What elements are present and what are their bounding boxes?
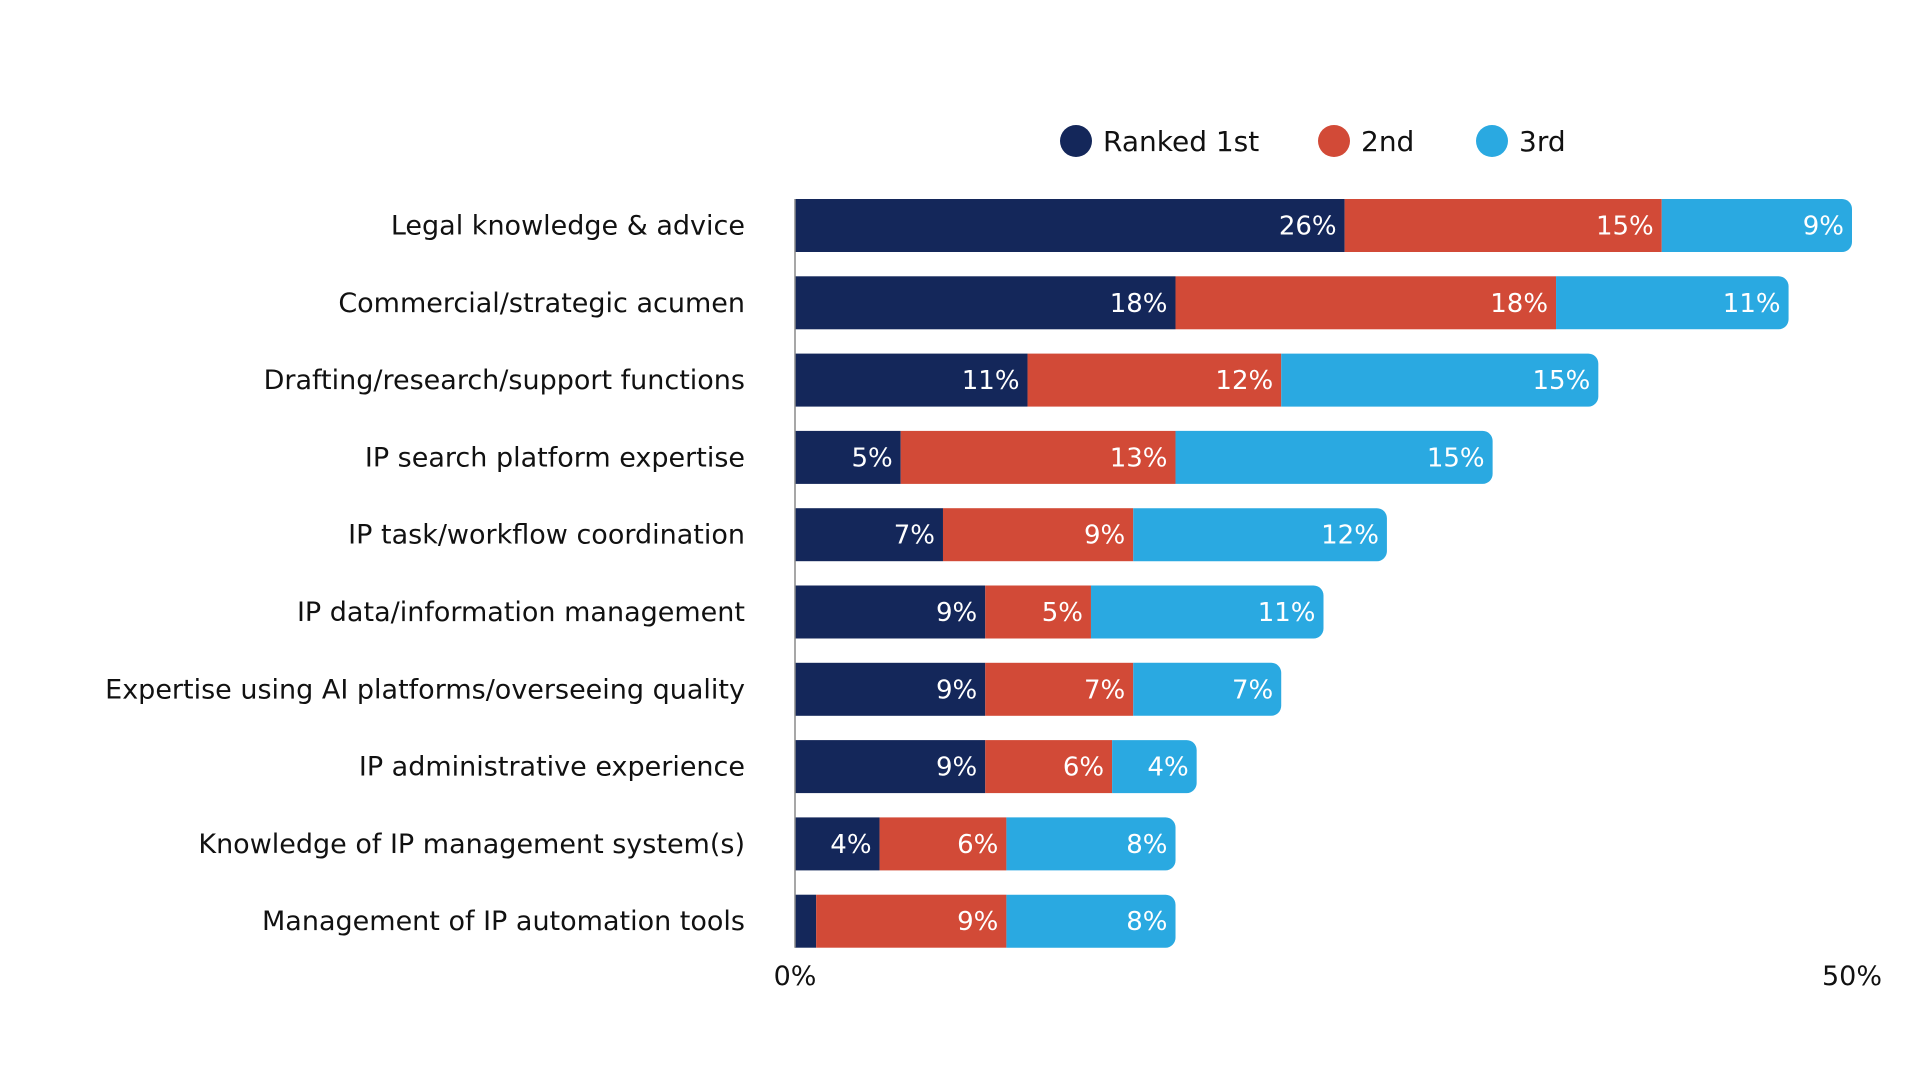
bar-ranked-1st-1: [795, 276, 1176, 330]
bar-2nd-0: [1344, 199, 1662, 252]
bar-ranked-1st-5: [795, 585, 986, 639]
bar-ranked-1st-8: [795, 817, 880, 871]
bar-2nd-8: [879, 817, 1007, 871]
x-axis-ticks: 0% 50%: [774, 961, 1882, 992]
value-label-2nd-8: 6%: [957, 830, 998, 860]
bar-3rd-3: [1175, 430, 1493, 484]
bar-2nd-3: [900, 430, 1176, 484]
category-labels: Legal knowledge & advice Commercial/strat…: [105, 211, 745, 938]
category-label-commercial-strategic-acumen: Commercial/strategic acumen: [338, 288, 745, 319]
category-label-legal-knowledge-advice: Legal knowledge & advice: [391, 211, 745, 242]
bar-ranked-1st-7: [795, 740, 986, 794]
legend-swatch-ranked-1st: [1060, 125, 1092, 157]
legend-swatch-2nd: [1318, 125, 1350, 157]
bar-ranked-1st-9: [795, 894, 817, 948]
legend-label-2nd: 2nd: [1361, 125, 1414, 158]
bar-2nd-5: [985, 585, 1091, 639]
value-label-3rd-4: 12%: [1321, 521, 1379, 551]
bar-3rd-0: [1661, 199, 1852, 252]
value-label-ranked-1st-5: 9%: [936, 598, 977, 628]
bar-2nd-6: [985, 662, 1134, 716]
value-label-ranked-1st-4: 7%: [894, 521, 935, 551]
value-label-2nd-6: 7%: [1084, 675, 1125, 705]
bar-2nd-1: [1175, 276, 1557, 330]
bar-ranked-1st-4: [795, 508, 943, 562]
bar-3rd-2: [1281, 353, 1599, 407]
value-label-ranked-1st-0: 26%: [1279, 212, 1337, 242]
value-label-ranked-1st-6: 9%: [936, 675, 977, 705]
value-label-ranked-1st-8: 4%: [830, 830, 871, 860]
category-label-knowledge-of-ip-management-system-s: Knowledge of IP management system(s): [198, 829, 745, 860]
value-label-2nd-2: 12%: [1215, 366, 1273, 396]
category-label-ip-administrative-experience: IP administrative experience: [359, 752, 745, 783]
category-label-ip-task-workflow-coordination: IP task/workflow coordination: [348, 520, 745, 551]
value-label-ranked-1st-1: 18%: [1110, 289, 1168, 319]
value-label-3rd-6: 7%: [1232, 675, 1273, 705]
bar-3rd-7: [1112, 740, 1197, 794]
bar-2nd-9: [816, 894, 1007, 948]
bar-3rd-4: [1133, 508, 1387, 562]
value-label-ranked-1st-3: 5%: [851, 443, 892, 473]
bar-3rd-1: [1556, 276, 1789, 330]
bar-2nd-2: [1027, 353, 1282, 407]
value-label-3rd-8: 8%: [1126, 830, 1167, 860]
x-tick-label-0: 0%: [774, 961, 817, 992]
bar-ranked-1st-0: [795, 199, 1345, 252]
value-label-ranked-1st-7: 9%: [936, 753, 977, 783]
bar-3rd-5: [1090, 585, 1324, 639]
legend-label-ranked-1st: Ranked 1st: [1103, 125, 1259, 158]
x-tick-label-1: 50%: [1822, 961, 1882, 992]
bar-ranked-1st-3: [795, 430, 901, 484]
value-label-3rd-7: 4%: [1147, 753, 1188, 783]
value-label-2nd-4: 9%: [1084, 521, 1125, 551]
value-label-3rd-2: 15%: [1533, 366, 1591, 396]
bar-2nd-4: [942, 508, 1134, 562]
legend: Ranked 1st 2nd 3rd: [1060, 125, 1566, 158]
value-label-2nd-1: 18%: [1490, 289, 1548, 319]
value-label-2nd-0: 15%: [1596, 212, 1654, 242]
bar-ranked-1st-2: [795, 353, 1028, 407]
bar-ranked-1st-6: [795, 662, 986, 716]
value-label-2nd-3: 13%: [1110, 443, 1168, 473]
bars: 26% 15% 9% 18% 18% 11% 11% 12% 15% 5% 13% 15% 7% 9% 12…: [795, 199, 1852, 948]
value-label-3rd-3: 15%: [1427, 443, 1485, 473]
value-label-3rd-9: 8%: [1126, 907, 1167, 937]
bar-2nd-7: [985, 740, 1113, 794]
category-label-drafting-research-support-functions: Drafting/research/support functions: [264, 365, 745, 396]
value-label-ranked-1st-2: 11%: [962, 366, 1020, 396]
legend-swatch-3rd: [1476, 125, 1508, 157]
bar-3rd-6: [1133, 662, 1282, 716]
value-label-2nd-7: 6%: [1063, 753, 1104, 783]
bar-3rd-9: [1006, 894, 1176, 948]
value-label-2nd-9: 9%: [957, 907, 998, 937]
value-label-2nd-5: 5%: [1042, 598, 1083, 628]
value-label-3rd-1: 11%: [1723, 289, 1781, 319]
value-label-3rd-0: 9%: [1803, 212, 1844, 242]
category-label-ip-data-information-management: IP data/information management: [297, 597, 745, 628]
category-label-expertise-using-ai-platforms-overseeing-quality: Expertise using AI platforms/overseeing …: [105, 674, 745, 705]
legend-label-3rd: 3rd: [1519, 125, 1566, 158]
bar-3rd-8: [1006, 817, 1176, 871]
category-label-ip-search-platform-expertise: IP search platform expertise: [365, 442, 745, 473]
category-label-management-of-ip-automation-tools: Management of IP automation tools: [262, 906, 745, 937]
value-label-3rd-5: 11%: [1258, 598, 1316, 628]
